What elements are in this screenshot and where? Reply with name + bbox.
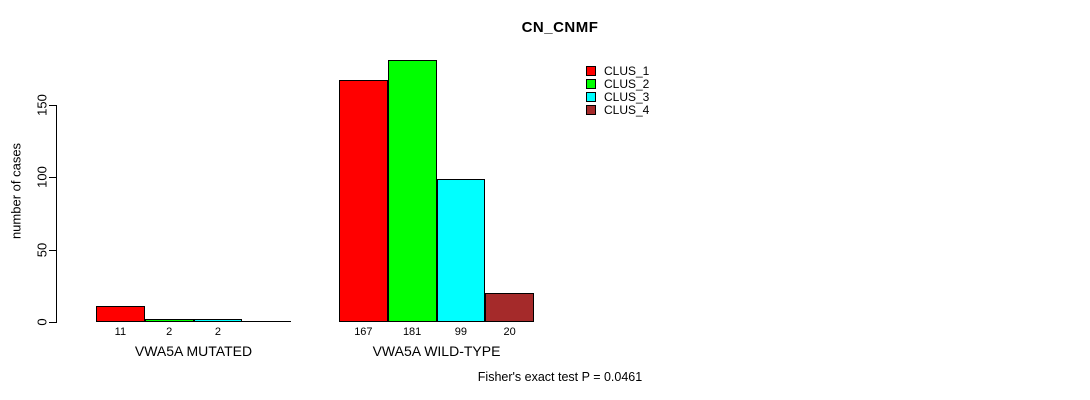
bar-clus_2 — [387, 60, 437, 322]
bar-value-label: 20 — [503, 326, 516, 338]
legend-label: CLUS_3 — [604, 90, 650, 104]
y-tick-label: 0 — [34, 318, 50, 326]
x-category-label: VWA5A MUTATED — [134, 343, 253, 359]
bar-value-label: 2 — [214, 326, 221, 338]
legend-label: CLUS_4 — [604, 103, 650, 117]
bar-value-label: 167 — [354, 326, 373, 338]
bar-zero-baseline — [242, 321, 291, 322]
annotation-text: Fisher's exact test P = 0.0461 — [477, 370, 643, 384]
legend-swatch-clus_1 — [586, 66, 596, 76]
bar-clus_1 — [339, 80, 388, 322]
legend-swatch-clus_2 — [586, 79, 596, 89]
legend-label: CLUS_2 — [604, 77, 650, 91]
bar-clus_4 — [485, 293, 534, 322]
legend-label: CLUS_1 — [604, 64, 650, 78]
bar-value-label: 2 — [166, 326, 173, 338]
y-axis-tick — [49, 105, 56, 106]
y-tick-label: 100 — [34, 166, 50, 188]
chart-title: CN_CNMF — [521, 19, 599, 36]
bar-value-label: 181 — [402, 326, 422, 338]
bar-value-label: 11 — [114, 326, 127, 338]
bar-clus_3 — [193, 319, 243, 322]
y-axis-tick — [49, 250, 56, 251]
x-category-label: VWA5A WILD-TYPE — [372, 343, 501, 359]
bar-clus_2 — [144, 319, 194, 322]
y-axis-tick — [49, 177, 56, 178]
bar-clus_1 — [96, 306, 145, 322]
legend-swatch-clus_4 — [586, 105, 596, 115]
y-axis-line — [56, 105, 57, 323]
y-tick-label: 50 — [34, 242, 50, 258]
legend-swatch-clus_3 — [586, 92, 596, 102]
y-tick-label: 150 — [34, 94, 50, 116]
bar-value-label: 99 — [454, 326, 467, 338]
y-axis-tick — [49, 322, 56, 323]
bar-clus_3 — [436, 179, 486, 322]
y-axis-label: number of cases — [8, 142, 24, 240]
